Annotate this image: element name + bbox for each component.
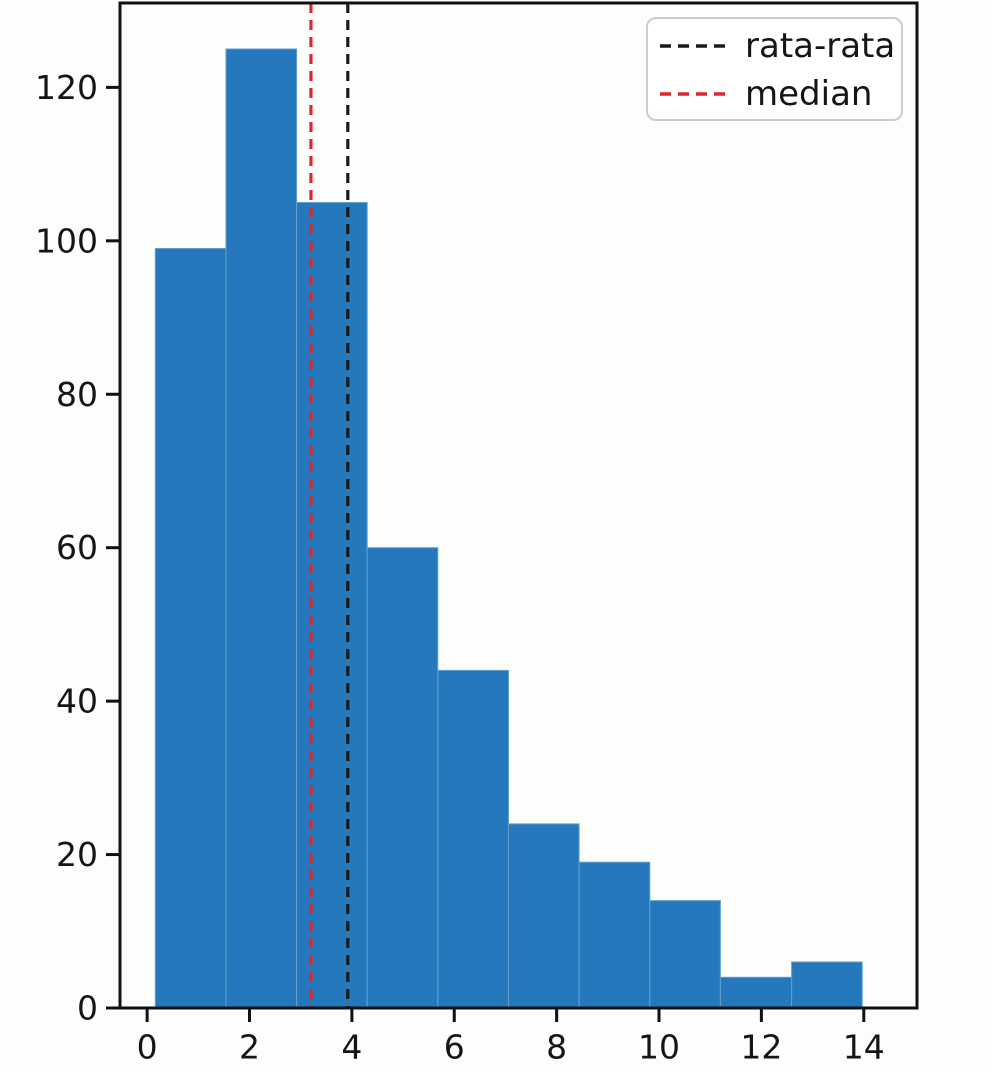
plot-border [118,1,919,1010]
histogram-bar [366,547,439,1009]
legend-mean-label: rata-rata [745,26,895,66]
histogram-bar [649,900,721,1009]
histogram-bars [154,48,863,1009]
x-axis-ticks: 0 2 4 6 8 10 12 14 [137,1008,885,1067]
legend-box [646,17,903,121]
x-tick-label: 4 [341,1028,362,1067]
histogram-bar [154,248,227,1009]
legend: rata-rata median [646,17,903,121]
y-tick-label: 20 [56,835,98,874]
legend-median-label: median [745,74,872,114]
histogram-bar [508,823,580,1009]
x-tick-label: 10 [638,1028,680,1067]
histogram-bar [791,961,863,1009]
y-tick-label: 80 [56,375,98,414]
histogram-bar [296,202,368,1009]
histogram-bar [225,48,298,1009]
x-tick-label: 2 [239,1028,260,1067]
histogram-bar [719,976,793,1009]
y-tick-label: 60 [56,528,98,567]
x-tick-label: 12 [740,1028,782,1067]
histogram-bar [437,669,509,1009]
x-tick-label: 14 [843,1028,885,1067]
x-tick-label: 0 [137,1028,158,1067]
x-tick-label: 8 [546,1028,567,1067]
x-tick-label: 6 [444,1028,465,1067]
y-tick-label: 100 [35,221,98,260]
y-axis-ticks: 0 20 40 60 80 100 120 [35,68,120,1028]
y-tick-label: 0 [77,989,98,1028]
y-tick-label: 40 [56,682,98,721]
y-tick-label: 120 [35,68,98,107]
histogram-bar [578,861,651,1009]
